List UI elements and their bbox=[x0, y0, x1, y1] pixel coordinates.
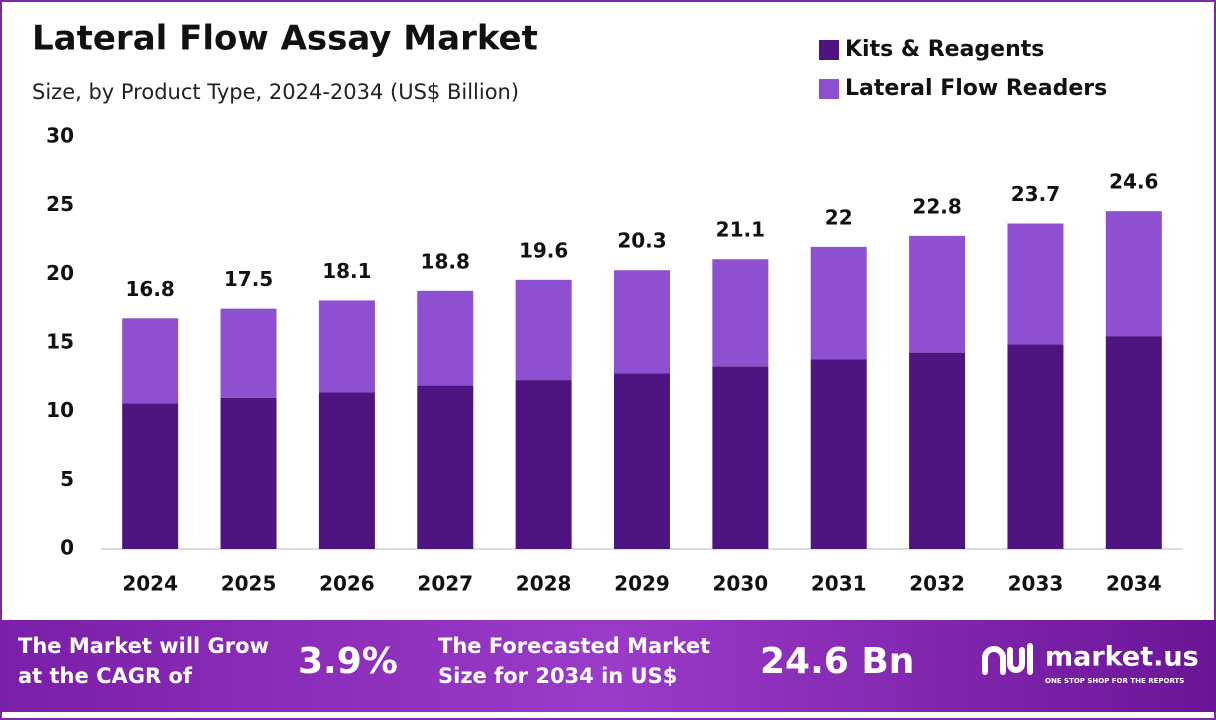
x-tick-label: 2027 bbox=[417, 572, 473, 596]
legend-label: Lateral Flow Readers bbox=[845, 76, 1107, 101]
bar-segment bbox=[318, 392, 375, 549]
bar-segment bbox=[515, 380, 572, 549]
total-label: 16.8 bbox=[126, 277, 175, 301]
footer-text: Size for 2034 in US$ bbox=[438, 664, 677, 688]
total-label: 21.1 bbox=[716, 218, 765, 242]
bar-segment bbox=[712, 259, 769, 367]
bar-segment bbox=[417, 290, 474, 386]
bar-segment bbox=[712, 366, 769, 549]
bar-segment bbox=[122, 403, 179, 549]
total-label: 22.8 bbox=[912, 194, 961, 218]
logo-icon bbox=[982, 643, 1033, 675]
bar-segment bbox=[1105, 211, 1162, 337]
x-tick-label: 2031 bbox=[811, 572, 867, 596]
x-tick-label: 2028 bbox=[516, 572, 572, 596]
x-tick-label: 2025 bbox=[221, 572, 277, 596]
x-tick-label: 2033 bbox=[1008, 572, 1064, 596]
footer-value: 3.9% bbox=[298, 641, 398, 682]
total-label: 20.3 bbox=[617, 229, 666, 253]
bar-segment bbox=[1007, 223, 1064, 345]
y-tick-label: 20 bbox=[46, 261, 74, 285]
x-tick-label: 2032 bbox=[909, 572, 965, 596]
total-label: 19.6 bbox=[519, 238, 568, 262]
x-tick-label: 2034 bbox=[1106, 572, 1162, 596]
total-label: 22 bbox=[825, 205, 853, 229]
x-tick-label: 2024 bbox=[122, 572, 178, 596]
chart-title: Lateral Flow Assay Market bbox=[32, 19, 538, 59]
bar-segment bbox=[810, 246, 867, 360]
x-tick-label: 2029 bbox=[614, 572, 670, 596]
legend-label: Kits & Reagents bbox=[845, 37, 1044, 62]
bar-segment bbox=[417, 385, 474, 549]
bar-segment bbox=[909, 235, 966, 353]
bar-segment bbox=[614, 270, 670, 374]
bar-segment bbox=[220, 308, 277, 398]
total-label: 17.5 bbox=[224, 267, 273, 291]
footer-value: 24.6 Bn bbox=[760, 641, 914, 682]
bar-segment bbox=[909, 352, 966, 549]
legend-swatch bbox=[819, 40, 839, 60]
bar-segment bbox=[122, 318, 179, 404]
chart-subtitle: Size, by Product Type, 2024-2034 (US$ Bi… bbox=[32, 80, 519, 104]
bar-segment bbox=[515, 279, 572, 381]
tagline: ONE STOP SHOP FOR THE REPORTS bbox=[1045, 677, 1184, 685]
y-tick-label: 10 bbox=[46, 398, 74, 422]
total-label: 18.8 bbox=[421, 249, 470, 273]
footer-text: The Forecasted Market bbox=[438, 634, 710, 658]
y-tick-label: 30 bbox=[46, 124, 74, 148]
bar-segment bbox=[220, 397, 277, 549]
bar-segment bbox=[318, 300, 375, 393]
y-tick-label: 15 bbox=[46, 330, 74, 354]
bar-segment bbox=[1105, 336, 1162, 549]
bar-segment bbox=[810, 359, 867, 549]
footer-text: The Market will Grow bbox=[18, 634, 269, 658]
brand: market.us bbox=[1045, 642, 1199, 673]
total-label: 24.6 bbox=[1109, 170, 1158, 194]
y-tick-label: 25 bbox=[46, 192, 74, 216]
total-label: 18.1 bbox=[322, 259, 371, 283]
y-tick-label: 5 bbox=[60, 467, 74, 491]
total-label: 23.7 bbox=[1011, 182, 1060, 206]
y-tick-label: 0 bbox=[60, 536, 74, 560]
footer-text: at the CAGR of bbox=[18, 664, 193, 688]
x-tick-label: 2026 bbox=[319, 572, 375, 596]
bar-segment bbox=[614, 373, 670, 549]
x-tick-label: 2030 bbox=[713, 572, 769, 596]
legend-swatch bbox=[819, 79, 839, 99]
bar-segment bbox=[1007, 344, 1064, 549]
